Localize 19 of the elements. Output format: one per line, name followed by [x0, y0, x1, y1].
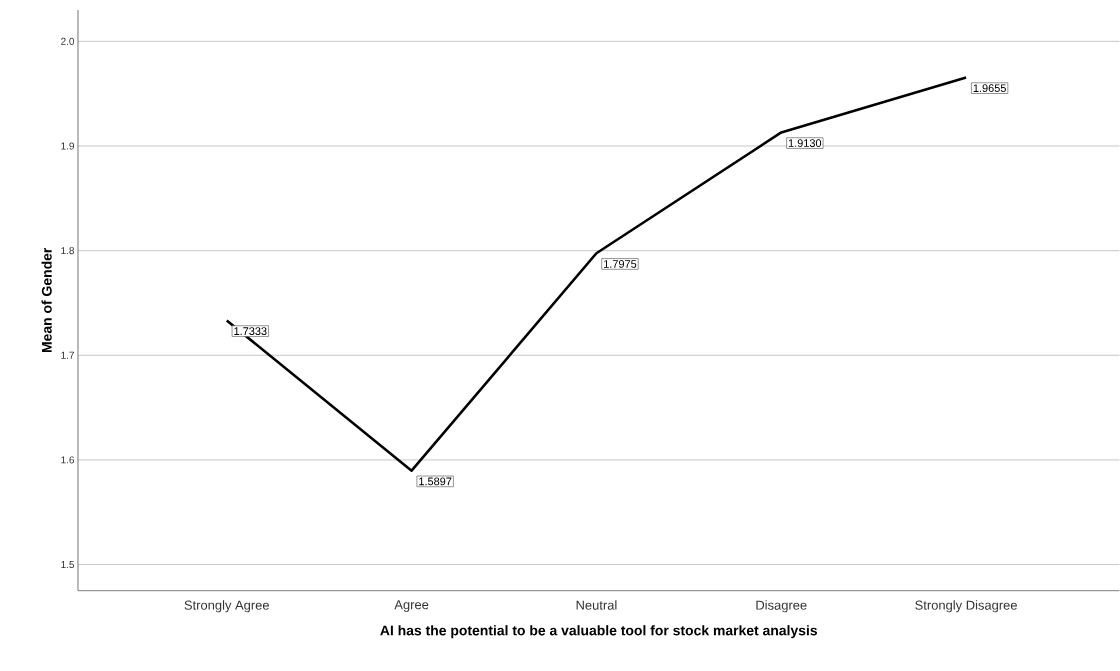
y-tick-label: 1.7: [61, 352, 74, 359]
y-tick-label: 1.5: [61, 561, 75, 569]
x-tick-label: Strongly Disagree: [915, 600, 1017, 613]
data-label: 1.7975: [604, 260, 637, 268]
y-tick-label: 1.8: [61, 247, 75, 255]
y-tick-label: 2.0: [61, 38, 75, 46]
x-axis-title: AI has the potential to be a valuable tool for stock market analysis: [380, 625, 818, 639]
x-tick-label: Neutral: [576, 600, 617, 610]
x-tick-label: Strongly Agree: [184, 600, 269, 613]
x-tick-label: Disagree: [756, 600, 807, 613]
data-label: 1.9655: [973, 84, 1006, 93]
y-tick-label: 1.9: [61, 142, 74, 150]
data-label: 1.5897: [419, 477, 452, 486]
y-tick-label: 1.6: [61, 456, 75, 464]
data-label: 1.9130: [788, 139, 822, 148]
x-tick-label: Agree: [394, 600, 429, 612]
line-series: [225, 76, 968, 473]
y-axis-title: Mean of Gender: [41, 248, 52, 353]
data-label: 1.7333: [234, 327, 267, 336]
